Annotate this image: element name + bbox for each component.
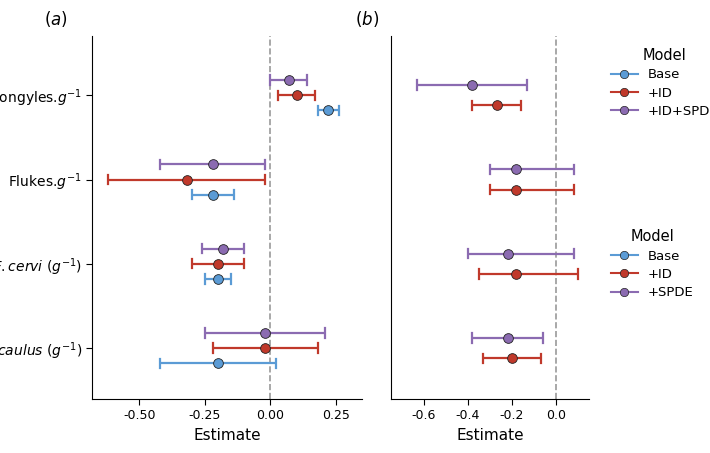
Text: $(a)$: $(a)$ bbox=[44, 9, 67, 29]
X-axis label: Estimate: Estimate bbox=[193, 428, 261, 443]
Text: $(b)$: $(b)$ bbox=[355, 9, 379, 29]
Legend: Base, +ID, +SPDE: Base, +ID, +SPDE bbox=[606, 224, 699, 304]
X-axis label: Estimate: Estimate bbox=[456, 428, 524, 443]
